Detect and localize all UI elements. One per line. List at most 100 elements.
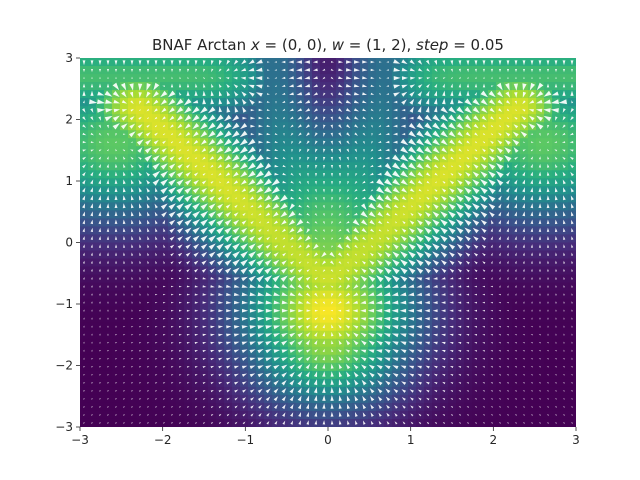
- quiver-arrow: [482, 277, 485, 280]
- quiver-arrow: [257, 365, 264, 370]
- quiver-arrow: [170, 244, 175, 249]
- quiver-arrow: [338, 395, 342, 402]
- quiver-arrow: [298, 180, 302, 184]
- quiver-arrow: [184, 203, 193, 210]
- quiver-arrow: [385, 396, 391, 402]
- quiver-arrow: [255, 170, 264, 178]
- quiver-arrow: [555, 317, 557, 320]
- heatmap-cell: [88, 418, 97, 427]
- quiver-arrow: [139, 366, 142, 368]
- heatmap-cell: [144, 346, 153, 356]
- quiver-arrow: [562, 358, 565, 360]
- quiver-arrow: [106, 179, 110, 184]
- quiver-field: [82, 59, 574, 425]
- quiver-arrow: [523, 260, 525, 264]
- quiver-arrow: [522, 366, 525, 368]
- heatmap-cell: [184, 418, 193, 427]
- quiver-arrow: [417, 180, 423, 185]
- quiver-arrow: [456, 187, 464, 194]
- quiver-arrow: [202, 293, 207, 296]
- quiver-arrow: [314, 332, 318, 337]
- quiver-arrow: [258, 404, 262, 409]
- quiver-arrow: [91, 277, 93, 280]
- quiver-arrow: [474, 260, 478, 265]
- quiver-arrow: [106, 219, 110, 224]
- quiver-arrow: [570, 366, 573, 368]
- quiver-arrow: [160, 203, 168, 210]
- quiver-arrow: [306, 317, 311, 321]
- quiver-arrow: [131, 422, 134, 424]
- heatmap-cell: [96, 346, 105, 356]
- quiver-arrow: [249, 284, 256, 288]
- quiver-arrow: [416, 309, 422, 313]
- quiver-arrow: [90, 195, 93, 201]
- quiver-arrow: [408, 292, 415, 297]
- quiver-arrow: [273, 300, 281, 305]
- quiver-arrow: [123, 398, 126, 400]
- quiver-arrow: [330, 379, 334, 385]
- quiver-arrow: [265, 341, 272, 346]
- heatmap-cell: [192, 418, 201, 427]
- quiver-arrow: [305, 276, 311, 281]
- quiver-arrow: [250, 205, 254, 208]
- quiver-arrow: [233, 180, 239, 185]
- quiver-arrow: [99, 382, 102, 384]
- quiver-arrow: [115, 317, 117, 320]
- quiver-arrow: [193, 179, 199, 185]
- quiver-arrow: [202, 165, 205, 167]
- quiver-arrow: [391, 317, 399, 321]
- quiver-arrow: [307, 173, 309, 177]
- quiver-arrow: [281, 219, 287, 225]
- quiver-arrow: [546, 342, 549, 344]
- quiver-arrow: [339, 197, 342, 201]
- quiver-arrow: [226, 365, 231, 369]
- quiver-arrow: [496, 163, 504, 170]
- quiver-arrow: [376, 178, 385, 186]
- quiver-arrow: [281, 260, 287, 265]
- quiver-arrow: [184, 195, 193, 202]
- quiver-arrow: [346, 387, 351, 394]
- quiver-arrow: [347, 261, 349, 264]
- quiver-arrow: [392, 365, 399, 370]
- quiver-arrow: [289, 300, 296, 304]
- quiver-arrow: [272, 267, 280, 274]
- quiver-arrow: [562, 366, 565, 368]
- quiver-arrow: [330, 363, 334, 369]
- quiver-arrow: [362, 180, 366, 184]
- quiver-arrow: [91, 390, 94, 392]
- quiver-arrow: [546, 358, 549, 360]
- quiver-arrow: [392, 170, 401, 178]
- quiver-arrow: [401, 389, 407, 393]
- quiver-arrow: [563, 333, 565, 336]
- quiver-arrow: [570, 398, 573, 400]
- quiver-arrow: [474, 358, 477, 360]
- quiver-arrow: [498, 422, 501, 424]
- heatmap-cell: [128, 386, 137, 396]
- quiver-arrow: [186, 325, 191, 328]
- heatmap-cell: [136, 330, 145, 340]
- quiver-arrow: [392, 154, 401, 162]
- quiver-arrow: [296, 227, 303, 234]
- quiver-arrow: [258, 148, 262, 153]
- quiver-arrow: [289, 372, 295, 378]
- title-w-eq: = (1, 2),: [344, 36, 416, 54]
- quiver-arrow: [146, 203, 150, 209]
- quiver-arrow: [234, 300, 240, 305]
- quiver-arrow: [305, 379, 310, 386]
- quiver-arrow: [523, 293, 525, 296]
- quiver-arrow: [363, 157, 366, 161]
- quiver-arrow: [83, 390, 86, 392]
- quiver-arrow: [210, 317, 215, 321]
- quiver-arrow: [194, 285, 199, 288]
- quiver-arrow: [192, 203, 201, 210]
- quiver-arrow: [401, 196, 407, 201]
- quiver-arrow: [408, 300, 415, 305]
- quiver-arrow: [171, 398, 174, 400]
- quiver-arrow: [538, 374, 541, 376]
- quiver-arrow: [274, 237, 277, 240]
- quiver-arrow: [399, 259, 408, 267]
- quiver-arrow: [241, 188, 247, 193]
- quiver-arrow: [171, 293, 174, 296]
- quiver-arrow: [289, 364, 296, 370]
- quiver-arrow: [435, 181, 437, 184]
